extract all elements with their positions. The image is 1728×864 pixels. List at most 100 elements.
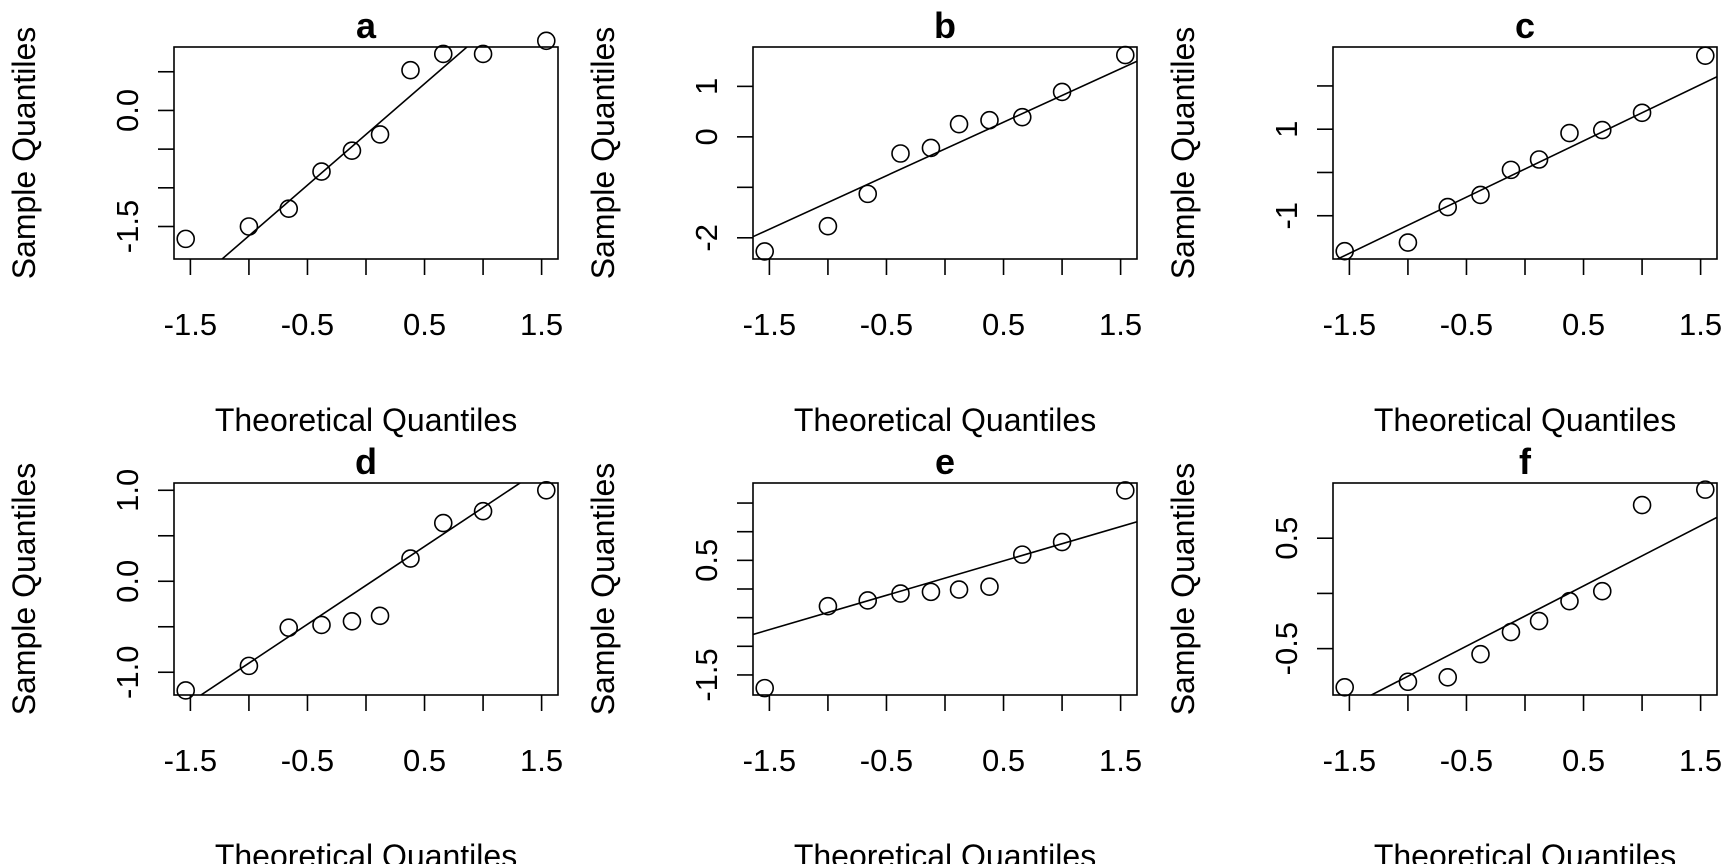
x-tick-label: 1.5 [1099,743,1142,778]
panel-title: b [934,5,956,46]
panel-title: e [935,441,955,482]
plot-frame [173,46,559,260]
x-tick-label: 0.5 [982,743,1025,778]
y-tick-label: 0 [689,128,724,145]
y-axis-label: Sample Quantiles [6,27,42,280]
data-point [239,656,259,676]
data-point [755,678,775,698]
data-point [980,577,999,597]
x-tick-label: 0.5 [403,743,446,778]
data-point [891,144,910,163]
data-point [401,549,420,568]
data-point [1529,611,1549,631]
data-point [401,60,420,80]
data-point [312,615,331,635]
data-point [1438,197,1458,217]
y-axis-label: Sample Quantiles [1165,463,1201,716]
data-point [858,591,878,610]
data-point [1501,160,1521,180]
data-point [818,216,838,236]
data-point [473,44,493,64]
plot-frame [173,482,559,696]
x-tick-label: -1.5 [164,743,217,778]
x-axis-label: Theoretical Quantiles [794,402,1096,438]
y-tick-label: 0.0 [110,89,145,132]
x-tick-label: -0.5 [860,307,913,342]
panel-e: e -1.5 -0.5 0.5 1.5 -1.5 0.5 Theoretical Quanti… [585,441,1142,864]
y-tick-label: -2 [689,224,724,252]
panel-a: a -1.5 -0.5 0.5 1.5 -1.5 0.0 Theoretical Quanti… [6,5,563,438]
data-point [239,217,259,236]
panel-d: d -1.5 -0.5 0.5 1.5 -1.0 0.0 1.0 Theoretical Qua… [6,441,563,864]
plot-frame [752,46,1138,260]
x-tick-label: 1.5 [1679,743,1722,778]
panel-title: c [1515,5,1535,46]
x-tick-label: -1.5 [1323,307,1376,342]
y-tick-label: 1 [1269,121,1304,138]
data-point [980,110,999,130]
x-axis-label: Theoretical Quantiles [215,402,517,438]
data-point [1471,185,1490,205]
y-tick-label: -0.5 [1269,622,1304,675]
x-tick-label: -0.5 [281,307,334,342]
qq-reference-line [220,47,469,259]
x-tick-label: -0.5 [1440,743,1493,778]
x-tick-label: 1.5 [520,743,563,778]
data-point [1695,480,1715,499]
plot-frame [1332,46,1718,260]
data-point [1335,241,1355,261]
data-point [312,162,331,181]
x-tick-label: 0.5 [1562,743,1605,778]
data-point [891,584,910,603]
qq-reference-line [199,483,522,695]
x-tick-label: 0.5 [982,307,1025,342]
data-point [755,242,775,261]
x-axis-label: Theoretical Quantiles [215,838,517,864]
y-tick-label: 1 [689,78,724,95]
data-point [1012,545,1032,564]
y-tick-label: -1.0 [110,646,145,699]
data-point [342,612,362,631]
data-point [1398,233,1418,252]
x-tick-label: 0.5 [403,307,446,342]
x-axis-label: Theoretical Quantiles [1374,402,1676,438]
data-point [279,199,299,219]
qq-reference-line [1335,76,1717,259]
data-point [818,596,838,616]
panel-c: c -1.5 -0.5 0.5 1.5 -1 1 Theoretical Quantiles S… [1165,5,1722,438]
panel-b: b -1.5 -0.5 0.5 1.5 -2 0 1 Theoretical Quantiles… [585,5,1142,438]
data-point [1592,120,1612,140]
y-axis-label: Sample Quantiles [585,463,621,716]
data-point [1115,45,1135,65]
data-point [1012,107,1032,127]
data-point [1695,46,1715,65]
data-point [1632,495,1652,515]
data-point [1501,622,1521,642]
x-tick-label: 1.5 [1099,307,1142,342]
data-point [1335,677,1355,697]
y-tick-label: -1.5 [110,200,145,253]
data-point [1052,532,1072,552]
x-tick-label: -0.5 [860,743,913,778]
plot-frame [1332,482,1718,696]
panel-f: f -1.5 -0.5 0.5 1.5 -0.5 0.5 Theoretical Quanti… [1165,441,1722,864]
y-tick-label: 0.5 [1269,517,1304,560]
data-point [370,606,390,626]
x-tick-label: 0.5 [1562,307,1605,342]
y-tick-label: 1.0 [110,469,145,512]
panel-title: f [1519,441,1532,482]
panel-title: a [356,5,377,46]
data-point [279,618,299,637]
y-axis-label: Sample Quantiles [585,27,621,280]
x-tick-label: -0.5 [281,743,334,778]
data-point [858,184,878,204]
x-tick-label: -1.5 [743,307,796,342]
data-point [921,138,941,158]
data-point [1052,82,1072,102]
data-point [1471,644,1490,664]
data-point [536,480,556,500]
data-point [342,141,362,160]
y-axis-label: Sample Quantiles [1165,27,1201,280]
